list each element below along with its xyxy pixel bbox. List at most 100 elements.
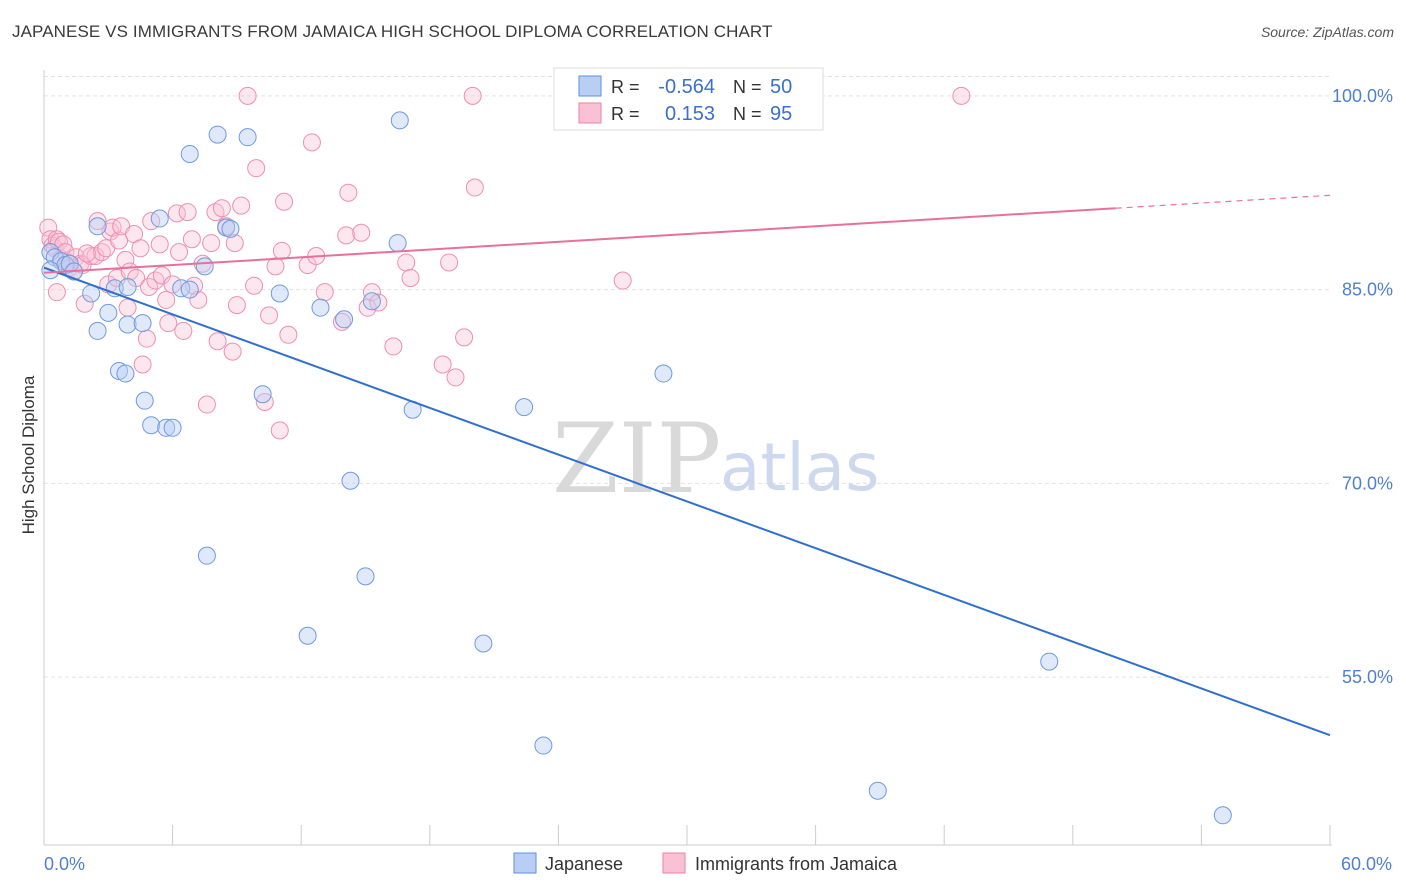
point-jamaica [170,243,189,262]
grid-lines [44,75,1332,678]
point-jamaica [140,278,159,296]
chart-title: JAPANESE VS IMMIGRANTS FROM JAMAICA HIGH… [12,22,773,41]
point-japanese [253,385,272,404]
source-label: Source: ZipAtlas.com [1260,24,1394,40]
legend-n-label-1: N = [733,77,762,97]
legend-swatch-japanese [578,75,602,97]
point-jamaica [337,226,356,245]
bottom-legend-label-japanese: Japanese [545,854,623,874]
point-jamaica [266,257,285,276]
bottom-legend-swatch-jamaica [662,852,686,874]
legend-r-label-2: R = [611,104,640,124]
point-jamaica [208,332,227,351]
point-jamaica [77,244,96,263]
point-japanese [474,634,493,653]
point-jamaica [270,421,289,440]
bottom-legend-label-jamaica: Immigrants from Jamaica [695,854,898,874]
point-jamaica [440,253,459,272]
point-japanese [88,321,107,340]
point-jamaica [182,230,201,249]
x-tick-labels: 0.0% 60.0% [44,854,1392,874]
point-jamaica [133,355,152,374]
point-japanese [157,418,176,437]
point-jamaica [202,234,221,253]
point-japanese [311,298,330,317]
legend-n-value-2: 95 [770,103,792,125]
watermark-zip: ZIP [552,403,721,515]
point-japanese [195,257,214,276]
y-tick-label: 70.0% [1342,473,1393,493]
watermark-atlas: atlas [720,429,880,506]
point-japanese [356,567,375,586]
point-japanese [1040,652,1059,671]
point-japanese [388,234,407,253]
point-japanese [515,398,534,417]
legend: R = -0.564 N = 50 R = 0.153 N = 95 [553,67,824,131]
point-jamaica [369,293,388,312]
point-jamaica [433,355,452,374]
point-japanese [534,736,553,755]
point-japanese [118,278,137,296]
point-jamaica [247,159,266,178]
point-japanese [362,292,381,311]
y-tick-label: 55.0% [1342,667,1393,687]
bottom-legend: Japanese Immigrants from Jamaica [513,852,898,874]
point-jamaica [223,342,242,361]
legend-n-value-1: 50 [770,76,792,98]
point-japanese [135,391,154,410]
x-tick-label-max: 60.0% [1341,854,1392,874]
x-tick-label-min: 0.0% [44,854,85,874]
point-japanese [298,626,317,645]
point-jamaica [245,276,264,295]
point-japanese [99,303,118,322]
point-jamaica [397,253,416,272]
point-jamaica [131,239,150,258]
legend-swatch-jamaica [578,102,602,124]
point-jamaica [302,133,321,152]
point-japanese [163,418,182,437]
point-jamaica [463,86,482,105]
point-japanese [197,546,216,565]
watermark: ZIP atlas [552,403,880,515]
point-jamaica [178,203,197,222]
point-jamaica [352,223,371,242]
trend-line-jamaica [43,207,1116,274]
point-japanese [335,310,354,329]
point-japanese [180,280,199,299]
y-axis-label: High School Diploma [19,375,38,534]
point-jamaica [260,306,279,325]
point-jamaica [315,283,334,302]
trend-line-japanese [43,266,1331,737]
point-japanese [270,284,289,303]
point-jamaica [613,271,632,290]
point-jamaica [238,86,257,105]
point-jamaica [401,268,420,287]
point-jamaica [110,231,129,250]
legend-r-label-1: R = [611,77,640,97]
point-jamaica [465,178,484,197]
legend-n-label-2: N = [733,104,762,124]
axes [43,70,1332,846]
point-jamaica [157,290,176,309]
point-jamaica [362,283,381,302]
point-japanese [133,314,152,333]
point-jamaica [88,212,107,231]
y-tick-label: 85.0% [1342,280,1393,300]
point-jamaica [275,192,294,211]
point-jamaica [118,298,137,317]
point-japanese [1213,806,1232,825]
point-japanese [221,219,240,238]
point-japanese [238,128,257,147]
point-jamaica [75,294,94,313]
point-jamaica [279,325,298,344]
point-jamaica [227,296,246,315]
point-japanese [868,781,887,800]
point-jamaica [163,275,182,294]
point-japanese [116,364,135,383]
point-jamaica [232,196,251,215]
point-jamaica [150,235,169,254]
point-japanese [654,364,673,383]
point-japanese [341,471,360,490]
point-jamaica [174,321,193,340]
